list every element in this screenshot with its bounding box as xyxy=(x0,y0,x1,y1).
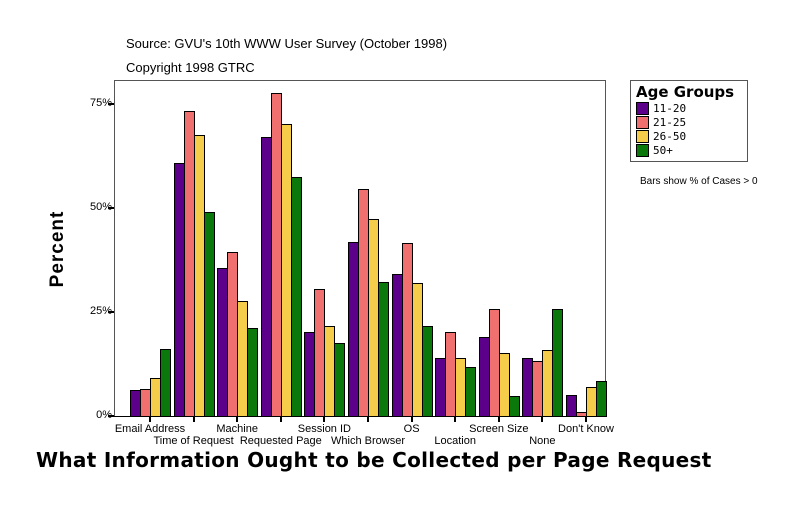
legend-item: 11-20 xyxy=(636,102,686,115)
bar xyxy=(552,309,564,417)
x-tick-mark xyxy=(279,416,282,422)
legend-item: 21-25 xyxy=(636,116,686,129)
legend: Age Groups 11-20 21-25 26-50 50+ xyxy=(630,80,748,162)
x-tick-mark xyxy=(454,416,457,422)
bar xyxy=(290,176,302,417)
source-text: Source: GVU's 10th WWW User Survey (Octo… xyxy=(126,36,448,51)
x-tick-mark xyxy=(367,416,369,422)
bar xyxy=(566,395,577,417)
x-tick-label: Session ID xyxy=(297,423,351,435)
plot-area xyxy=(114,80,606,416)
legend-swatch-icon xyxy=(636,130,649,143)
bar xyxy=(421,326,433,417)
x-tick-label: OS xyxy=(403,423,420,435)
y-tick-label: 0% xyxy=(96,409,112,421)
legend-label: 11-20 xyxy=(653,102,687,115)
x-tick-label: Requested Page xyxy=(239,435,322,447)
bar xyxy=(203,212,215,417)
x-tick-mark xyxy=(323,416,326,422)
x-tick-mark xyxy=(192,416,195,422)
bar xyxy=(508,396,520,417)
y-tick-label: 25% xyxy=(89,305,112,317)
legend-label: 50+ xyxy=(653,144,673,157)
x-tick-label: Machine xyxy=(216,423,258,435)
bar xyxy=(247,327,259,417)
bar xyxy=(378,282,389,417)
x-tick-mark xyxy=(149,416,151,422)
bar xyxy=(596,381,607,417)
y-tick-label: 50% xyxy=(89,201,112,213)
copyright-text: Copyright 1998 GTRC xyxy=(126,60,255,75)
x-tick-mark xyxy=(410,416,413,422)
x-tick-label: Email Address xyxy=(114,423,186,435)
legend-note: Bars show % of Cases > 0 xyxy=(640,176,758,187)
legend-swatch-icon xyxy=(636,102,649,115)
y-tick-mark xyxy=(108,311,114,313)
y-axis-label: Percent xyxy=(47,210,68,288)
x-tick-label: Screen Size xyxy=(469,423,529,435)
legend-swatch-icon xyxy=(636,144,649,157)
y-tick-mark xyxy=(108,103,114,105)
bar xyxy=(498,353,510,417)
x-tick-mark xyxy=(541,416,544,422)
legend-title: Age Groups xyxy=(636,83,735,101)
x-tick-label: Time of Request xyxy=(153,435,234,447)
legend-label: 21-25 xyxy=(653,116,687,129)
bar xyxy=(465,366,477,417)
legend-item: 26-50 xyxy=(636,130,686,143)
x-tick-label: Location xyxy=(434,435,476,447)
legend-item: 50+ xyxy=(636,144,673,157)
x-tick-mark xyxy=(236,416,239,422)
x-tick-mark xyxy=(497,416,500,422)
legend-swatch-icon xyxy=(636,116,649,129)
legend-label: 26-50 xyxy=(653,130,687,143)
y-tick-mark xyxy=(108,207,114,209)
y-tick-mark xyxy=(108,415,114,417)
bar xyxy=(334,343,346,417)
chart-title: What Information Ought to be Collected p… xyxy=(36,448,712,472)
x-tick-label: Don't Know xyxy=(558,423,614,435)
y-tick-label: 75% xyxy=(89,97,112,109)
x-tick-label: Which Browser xyxy=(331,435,405,447)
x-tick-mark xyxy=(585,416,587,422)
bar xyxy=(160,349,171,417)
x-tick-label: None xyxy=(529,435,556,447)
